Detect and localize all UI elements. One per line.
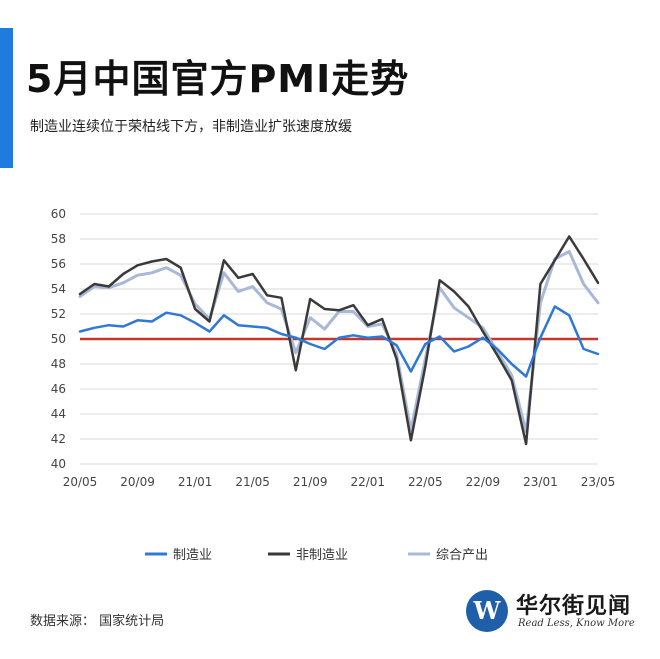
y-tick-label: 42 [51,432,66,446]
legend-label: 制造业 [173,548,212,563]
y-tick-label: 52 [51,307,66,321]
y-tick-label: 54 [51,282,66,296]
page-title: 5月中国官方PMI走势 [26,57,410,101]
series-line-1 [78,235,600,446]
x-tick-label: 22/05 [408,475,443,489]
logo-name: 华尔街见闻 [516,594,632,619]
y-tick-label: 50 [51,332,66,346]
series-line-0 [78,305,600,378]
series-line-2 [78,250,600,433]
x-tick-label: 20/09 [120,475,155,489]
series-group [78,235,600,446]
x-tick-label: 22/09 [466,475,501,489]
legend-label: 综合产出 [436,548,488,563]
logo-letter: W [473,596,501,625]
y-tick-label: 58 [51,232,66,246]
x-tick-label: 21/01 [178,475,213,489]
logo-tagline: Read Less, Know More [518,618,635,629]
logo-circle-icon [466,590,508,632]
brand-logo: W 华尔街见闻 Read Less, Know More [466,586,646,636]
data-source: 数据来源： 国家统计局 [30,614,165,629]
x-tick-label: 21/09 [293,475,328,489]
pmi-line-chart: 40 42 44 46 48 50 52 54 56 58 60 20/05 20/09 21/01 21… [51,207,616,563]
x-tick-label: 23/05 [581,475,616,489]
y-tick-label: 56 [51,257,66,271]
y-tick-label: 44 [51,407,66,421]
y-tick-label: 48 [51,357,66,371]
page-subtitle: 制造业连续位于荣枯线下方，非制造业扩张速度放缓 [30,119,352,135]
y-tick-label: 60 [51,207,66,221]
x-tick-label: 21/05 [235,475,270,489]
x-tick-label: 22/01 [350,475,385,489]
x-axis: 20/05 20/09 21/01 21/05 21/09 22/01 22/05 22/09… [63,475,616,489]
accent-bar [0,28,13,168]
x-tick-label: 23/01 [523,475,558,489]
legend-label: 非制造业 [296,548,348,563]
x-tick-label: 20/05 [63,475,98,489]
chart-legend: 制造业 非制造业 综合产出 [145,548,488,563]
y-axis: 40 42 44 46 48 50 52 54 56 58 60 [51,207,66,471]
y-tick-label: 46 [51,382,66,396]
y-tick-label: 40 [51,457,66,471]
